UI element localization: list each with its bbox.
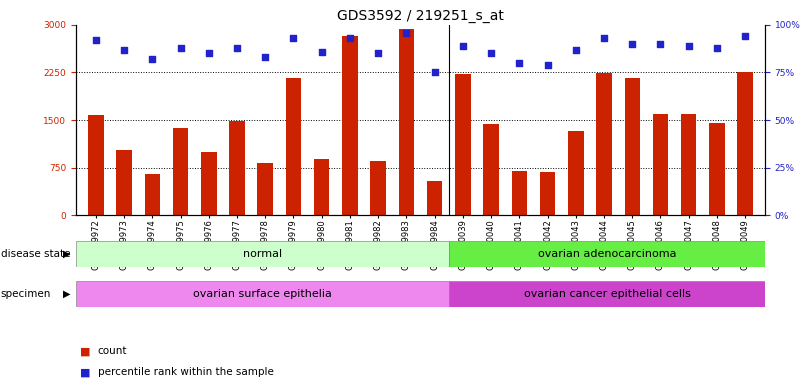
Point [203,50,215,56]
Bar [229,121,245,215]
Bar [144,174,160,215]
Text: ■: ■ [80,367,91,377]
Point [287,35,300,41]
Bar [314,159,329,215]
Text: normal: normal [243,249,282,259]
Point [259,54,272,60]
Point [598,35,610,41]
Point [739,33,751,40]
Point [654,41,667,47]
Point [146,56,159,62]
Text: disease state: disease state [1,249,70,259]
Text: ■: ■ [80,346,91,356]
Bar [568,131,584,215]
Bar [173,127,188,215]
Bar [738,73,753,215]
Bar [257,163,273,215]
Text: ovarian surface epithelia: ovarian surface epithelia [193,289,332,299]
Bar [625,78,640,215]
Point [316,48,328,55]
Bar [455,74,471,215]
Point [231,45,244,51]
Point [400,30,413,36]
Bar [116,150,132,215]
Point [118,46,131,53]
Point [570,46,582,53]
Point [541,62,554,68]
Point [513,60,525,66]
Text: percentile rank within the sample: percentile rank within the sample [98,367,274,377]
Text: ▶: ▶ [62,289,70,299]
Point [90,37,103,43]
Bar [709,123,725,215]
Bar [286,78,301,215]
Bar [596,73,612,215]
Point [485,50,497,56]
Title: GDS3592 / 219251_s_at: GDS3592 / 219251_s_at [337,8,504,23]
Point [457,43,469,49]
Text: ▶: ▶ [62,249,70,259]
Bar [201,152,216,215]
Bar [76,281,449,307]
Bar [512,170,527,215]
Text: specimen: specimen [1,289,51,299]
Text: ovarian cancer epithelial cells: ovarian cancer epithelial cells [524,289,690,299]
Point [710,45,723,51]
Bar [681,114,697,215]
Text: ovarian adenocarcinoma: ovarian adenocarcinoma [537,249,676,259]
Bar [399,30,414,215]
Bar [449,281,765,307]
Bar [370,161,386,215]
Point [429,70,441,76]
Bar [483,124,499,215]
Bar [540,172,555,215]
Bar [342,36,358,215]
Bar [76,241,449,267]
Point [372,50,384,56]
Point [682,43,695,49]
Point [344,35,356,41]
Point [626,41,638,47]
Point [174,45,187,51]
Bar [653,114,668,215]
Bar [449,241,765,267]
Bar [427,182,442,215]
Text: count: count [98,346,127,356]
Bar [88,115,103,215]
